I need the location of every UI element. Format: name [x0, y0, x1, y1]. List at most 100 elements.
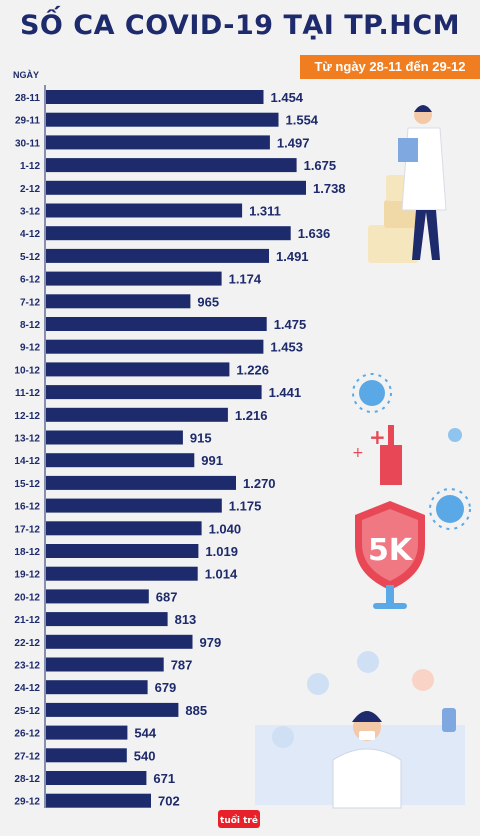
- value-label: 813: [175, 612, 197, 627]
- value-label: 991: [201, 453, 223, 468]
- category-label: 16-12: [14, 502, 40, 513]
- hair-icon: [414, 105, 432, 112]
- value-label: 1.453: [270, 340, 303, 355]
- bar: [46, 90, 264, 104]
- phone-icon: [442, 708, 456, 732]
- category-label: 1-12: [20, 161, 40, 172]
- bar: [46, 248, 269, 263]
- vaccine-shield-illustration: 5K: [355, 425, 425, 609]
- bar: [46, 362, 230, 377]
- bar: [46, 612, 168, 627]
- mask-icon: [359, 731, 375, 740]
- category-label: 6-12: [20, 275, 40, 286]
- avatar-icon: [307, 673, 329, 695]
- value-label: 787: [171, 658, 193, 673]
- value-label: 540: [134, 748, 156, 763]
- value-label: 1.014: [205, 567, 238, 582]
- chart-title: SỐ CA COVID-19 TẠI TP.HCM: [19, 10, 461, 41]
- value-label: 1.216: [235, 408, 268, 423]
- category-label: 27-12: [14, 751, 40, 762]
- bar: [46, 158, 297, 173]
- bar: [46, 680, 148, 695]
- axis-label: NGÀY: [13, 70, 40, 80]
- category-label: 10-12: [14, 365, 40, 376]
- value-label: 979: [200, 635, 222, 650]
- value-label: 687: [156, 589, 178, 604]
- bar: [46, 475, 236, 490]
- category-label: 24-12: [14, 683, 40, 694]
- svg-text:tuổi trẻ: tuổi trẻ: [220, 814, 258, 826]
- category-label: 23-12: [14, 661, 40, 672]
- plus-icon: +: [369, 425, 386, 449]
- category-label: 12-12: [14, 411, 40, 422]
- value-label: 1.497: [277, 135, 310, 150]
- date-range-badge: Từ ngày 28-11 đến 29-12: [300, 55, 480, 79]
- category-label: 26-12: [14, 729, 40, 740]
- category-label: 7-12: [20, 297, 40, 308]
- needle-icon: [388, 425, 394, 445]
- value-label: 1.675: [304, 158, 337, 173]
- bar: [46, 135, 270, 150]
- bar: [46, 521, 202, 536]
- bar: [46, 544, 199, 558]
- bar: [46, 748, 127, 763]
- bar: [46, 112, 279, 127]
- clipboard-icon: [398, 138, 418, 162]
- bar: [46, 430, 183, 445]
- value-label: 544: [134, 726, 156, 741]
- category-label: 14-12: [14, 456, 40, 467]
- category-label: 8-12: [20, 320, 40, 331]
- category-label: 30-11: [15, 138, 40, 149]
- value-label: 1.738: [313, 181, 346, 196]
- value-label: 915: [190, 431, 212, 446]
- virus-illustration: + +: [352, 373, 471, 530]
- value-label: 671: [153, 771, 175, 786]
- virus-spikes-icon: [429, 488, 471, 530]
- category-label: 25-12: [14, 706, 40, 717]
- virus-spikes-icon: [352, 373, 392, 413]
- value-label: 1.454: [271, 90, 304, 105]
- 5k-icon: 5K: [368, 533, 414, 568]
- bar: [46, 771, 147, 785]
- syringe-icon: [380, 445, 402, 485]
- value-label: 1.491: [276, 249, 309, 264]
- category-label: 9-12: [20, 343, 40, 354]
- bar: [46, 793, 151, 808]
- bar: [46, 339, 264, 354]
- category-label: 4-12: [20, 229, 40, 240]
- category-label: 3-12: [20, 207, 40, 218]
- value-label: 1.441: [269, 385, 302, 400]
- bar: [46, 498, 222, 513]
- value-label: 1.270: [243, 476, 276, 491]
- value-label: 1.040: [209, 521, 242, 536]
- bar: [46, 385, 262, 400]
- category-label: 28-11: [15, 93, 40, 104]
- virus-icon: [448, 428, 462, 442]
- bar: [46, 453, 195, 468]
- virus-icon: [359, 380, 385, 406]
- bar: [46, 180, 306, 195]
- category-label: 29-12: [14, 797, 40, 808]
- category-label: 29-11: [15, 116, 40, 127]
- category-label: 19-12: [14, 570, 40, 581]
- bar: [46, 271, 222, 286]
- category-label: 21-12: [14, 615, 40, 626]
- logo-icon: tuổi trẻ: [218, 810, 260, 828]
- category-label: 28-12: [14, 774, 40, 785]
- value-label: 1.174: [229, 272, 262, 287]
- bar: [46, 725, 128, 740]
- category-label: 2-12: [20, 184, 40, 195]
- bar: [46, 294, 191, 309]
- doctor-coat-icon: [332, 748, 402, 809]
- category-label: 15-12: [14, 479, 40, 490]
- value-label: 1.226: [236, 362, 269, 377]
- bar: [46, 407, 228, 422]
- bar: [46, 589, 149, 604]
- category-label: 5-12: [20, 252, 40, 263]
- bar: [46, 317, 267, 331]
- category-label: 22-12: [14, 638, 40, 649]
- value-label: 1.475: [274, 317, 307, 332]
- value-label: 965: [197, 294, 219, 309]
- doctor-hair-icon: [352, 711, 382, 722]
